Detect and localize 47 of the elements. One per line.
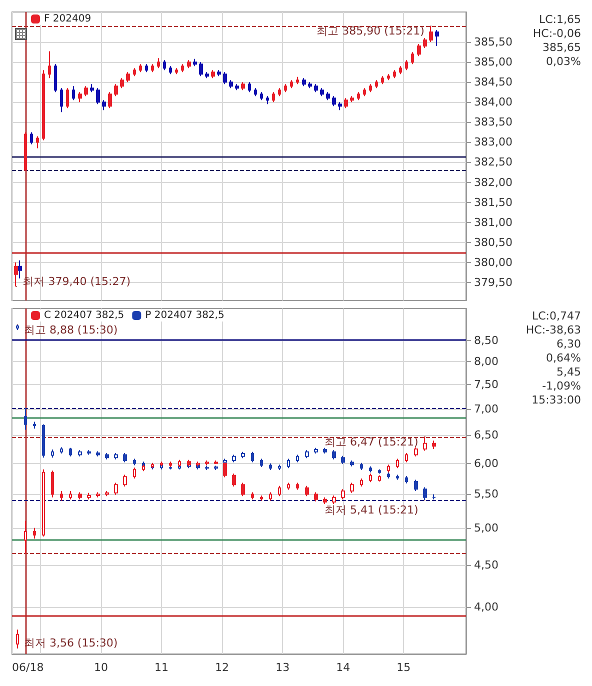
text: -1,09% [542,379,582,392]
text: HC:-38,63 [526,323,582,336]
x-tick-label: 12 [215,661,230,674]
y-tick-label: 4,50 [474,558,498,572]
x-tick-label: 11 [154,661,169,674]
x-tick-label: 06/18 [12,661,44,674]
legend-label: P 202407 382,5 [145,310,224,321]
text: 5,45 [556,365,582,378]
y-tick-label: 385,00 [474,56,512,69]
text: LC:0,747 [532,309,582,322]
y-tick-label: 5,00 [474,521,498,534]
annotation: 최고 6,47 (15:21) [324,435,418,448]
text: 6,30 [556,337,582,350]
y-tick-label: 7,50 [474,378,498,392]
y-tick-label: 380,50 [474,236,512,249]
text: 0,64% [546,351,582,364]
x-tick-label: 15 [396,661,411,674]
x-tick-label: 13 [276,661,290,674]
y-tick-label: 5,50 [474,488,498,501]
y-tick-label: 381,50 [474,196,512,209]
y-tick-label: 383,50 [474,116,512,129]
legend-label: F 202409 [44,14,92,24]
y-tick-label: 380,00 [474,256,512,269]
y-tick-label: 385,50 [474,36,512,49]
text: 0,03% [546,55,582,68]
y-tick-label: 382,50 [474,156,512,169]
y-tick-label: 6,00 [474,456,498,470]
y-tick-label: 383,00 [474,136,512,149]
y-tick-label: 6,50 [474,428,498,442]
text: LC:1,65 [538,13,582,26]
x-tick-label: 14 [336,661,350,674]
y-tick-label: 4,00 [474,600,498,614]
y-tick-label: 384,50 [474,76,512,89]
y-tick-label: 8,50 [474,334,498,347]
annotation: 최고 385,90 (15:21) [316,24,424,38]
x-tick-label: 10 [94,661,108,674]
legend-label: C 202407 382,5 [44,310,124,321]
y-tick-label: 381,00 [474,216,512,229]
y-tick-label: 379,50 [474,276,512,289]
annotation: 최저 5,41 (15:21) [324,504,418,517]
y-tick-label: 8,00 [474,355,498,368]
y-tick-label: 384,00 [474,96,512,109]
text: 15:33:00 [532,393,582,406]
y-tick-label: 7,00 [474,402,498,416]
text: HC:-0,06 [532,27,582,40]
text: 385,65 [542,41,582,54]
y-tick-label: 382,00 [474,176,512,189]
